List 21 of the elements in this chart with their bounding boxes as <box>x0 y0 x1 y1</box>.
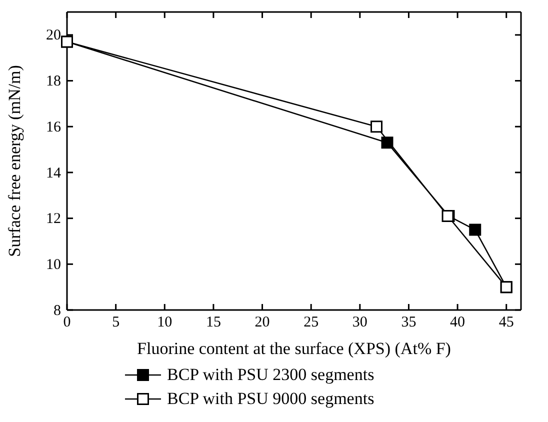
x-tick-label: 15 <box>206 314 221 331</box>
x-tick-label: 5 <box>112 314 120 331</box>
y-tick-label: 14 <box>46 165 62 182</box>
x-axis-title: Fluorine content at the surface (XPS) (At% F) <box>137 339 451 358</box>
x-tick-label: 10 <box>157 314 172 331</box>
x-tick-label: 40 <box>450 314 466 331</box>
x-tick-label: 0 <box>63 314 71 331</box>
y-tick-label: 16 <box>46 119 62 136</box>
legend-label: BCP with PSU 2300 segments <box>167 365 374 384</box>
x-tick-label: 20 <box>254 314 270 331</box>
x-tick-label: 35 <box>401 314 416 331</box>
y-tick-label: 12 <box>46 211 61 228</box>
y-axis-title: Surface free energy (mN/m) <box>5 65 24 257</box>
y-tick-label: 10 <box>46 256 61 273</box>
y-tick-label: 18 <box>46 74 61 90</box>
y-tick-label: 8 <box>54 302 61 319</box>
y-tick-label: 20 <box>46 28 61 44</box>
x-tick-label: 25 <box>304 314 319 331</box>
x-tick-label: 45 <box>498 314 514 331</box>
legend-label: BCP with PSU 9000 segments <box>167 389 374 408</box>
x-tick-label: 30 <box>352 314 368 331</box>
